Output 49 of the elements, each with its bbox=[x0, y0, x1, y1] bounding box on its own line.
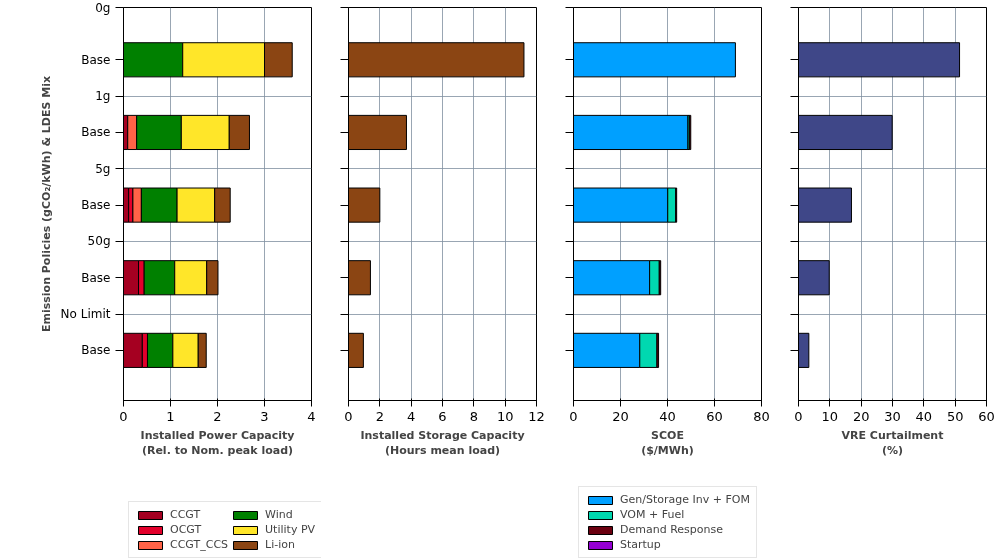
text: 1g bbox=[95, 89, 111, 104]
x-tick-label: 3 bbox=[260, 408, 269, 424]
text: No Limit bbox=[60, 307, 111, 322]
x-tick-label: 0 bbox=[344, 408, 353, 424]
x-tick-label: 0 bbox=[794, 408, 803, 424]
text: 50g bbox=[87, 234, 111, 249]
legend-label: Utility PV bbox=[265, 523, 316, 536]
y-axis-title: Emission Policies (gCO₂/kWh) & LDES Mix bbox=[39, 75, 53, 333]
legend-label: Li-ion bbox=[265, 538, 295, 551]
x-tick-label: 10 bbox=[821, 408, 839, 424]
x-tick-label: 0 bbox=[569, 408, 578, 424]
x-tick-label: 10 bbox=[496, 408, 514, 424]
x-axis-title: VRE Curtailment (%) bbox=[841, 428, 944, 458]
legend-label: VOM + Fuel bbox=[620, 508, 685, 521]
y-tick-label: Base bbox=[81, 125, 111, 140]
x-tick-label: 8 bbox=[469, 408, 478, 424]
x-axis-title: Installed Storage Capacity (Hours mean load) bbox=[360, 428, 525, 458]
x-tick-label: 40 bbox=[915, 408, 933, 424]
legend-label: OCGT bbox=[170, 523, 202, 536]
legend-label: CCGT bbox=[170, 508, 201, 521]
x-tick-label: 4 bbox=[407, 408, 416, 424]
y-tick-label: Base bbox=[81, 52, 111, 67]
legend-label: Startup bbox=[620, 538, 661, 551]
x-tick-label: 40 bbox=[659, 408, 676, 424]
x-tick-label: 2 bbox=[213, 408, 222, 424]
y-tick-label: Base bbox=[81, 198, 111, 213]
x-tick-label: 2 bbox=[375, 408, 384, 424]
y-tick-label: Base bbox=[81, 270, 111, 285]
x-tick-label: 20 bbox=[852, 408, 870, 424]
legend-label: Wind bbox=[265, 508, 293, 521]
legend-label: CCGT_CCS bbox=[170, 538, 229, 551]
x-tick-label: 50 bbox=[946, 408, 964, 424]
x-tick-label: 6 bbox=[438, 408, 447, 424]
x-tick-label: 20 bbox=[612, 408, 629, 424]
x-tick-label: 80 bbox=[753, 408, 770, 424]
legend-label: Demand Response bbox=[620, 523, 723, 536]
legend-label: Gen/Storage Inv + FOM bbox=[620, 493, 750, 506]
x-tick-label: 0 bbox=[119, 408, 128, 424]
text: 0g bbox=[95, 0, 111, 15]
x-axis-title: Installed Power Capacity (Rel. to Nom. peak load) bbox=[140, 428, 295, 458]
x-tick-label: 12 bbox=[528, 408, 545, 424]
x-tick-label: 4 bbox=[307, 408, 316, 424]
x-tick-label: 30 bbox=[884, 408, 901, 424]
x-tick-label: 60 bbox=[706, 408, 723, 424]
y-tick-label: Base bbox=[81, 343, 111, 358]
x-tick-label: 60 bbox=[978, 408, 995, 424]
x-tick-label: 1 bbox=[166, 408, 175, 424]
text: 5g bbox=[95, 161, 111, 176]
x-axis-title: SCOE ($/MWh) bbox=[641, 428, 694, 458]
